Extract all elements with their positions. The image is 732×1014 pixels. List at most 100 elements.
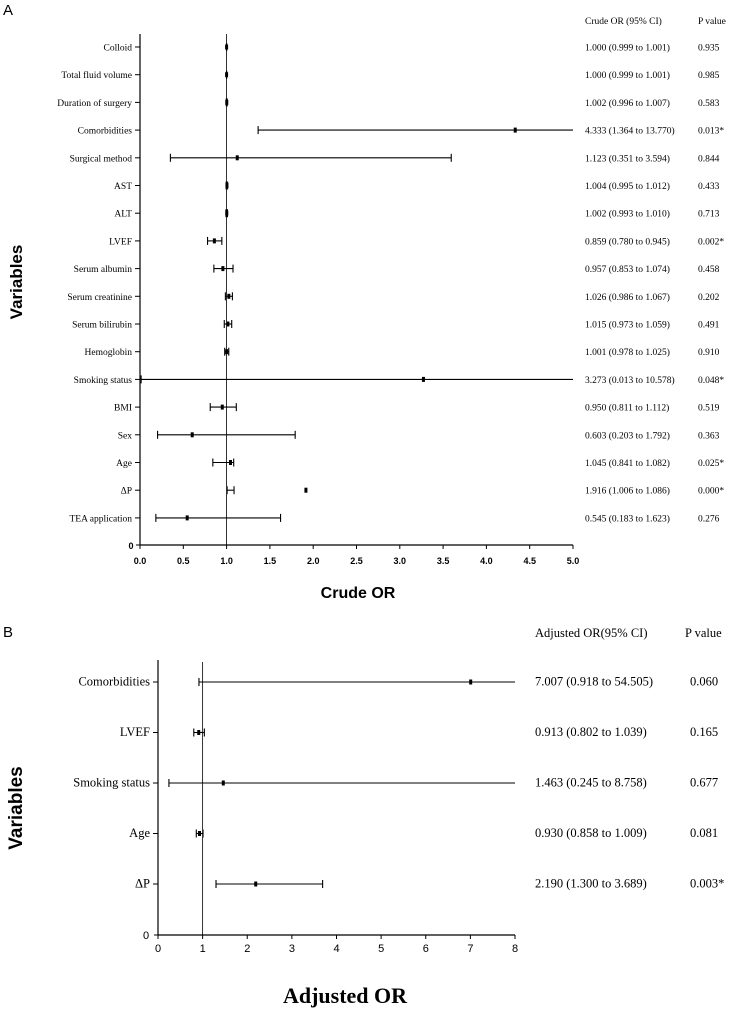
p-value: 0.081 (690, 826, 718, 840)
x-tick-label: 1.5 (264, 556, 277, 566)
panel-b-ylabel: Variables (6, 766, 27, 849)
row-label: Serum bilirubin (72, 321, 132, 331)
row-label: Comorbidities (78, 127, 133, 137)
p-value: 0.985 (698, 71, 720, 81)
p-value: 0.363 (698, 431, 720, 441)
or-point (225, 349, 229, 355)
x-tick-label: 4.5 (523, 556, 536, 566)
row-label: Surgical method (70, 154, 133, 164)
or-ci-value: 0.950 (0.811 to 1.112) (585, 403, 669, 414)
row-label: TEA application (69, 514, 132, 524)
panel-b-letter: B (3, 624, 13, 641)
row-label: ΔP (121, 487, 132, 497)
x-tick-label: 1 (200, 943, 206, 955)
or-point (190, 432, 194, 438)
or-ci-value: 4.333 (1.364 to 13.770) (585, 126, 675, 137)
panel-b-y-zero: 0 (143, 930, 149, 942)
p-value: 0.844 (698, 154, 720, 164)
row-label: Colloid (103, 44, 132, 54)
or-point (228, 460, 232, 465)
p-value: 0.583 (698, 99, 720, 109)
or-ci-value: 1.000 (0.999 to 1.001) (585, 43, 670, 54)
or-point (513, 127, 517, 133)
p-value: 0.165 (690, 725, 718, 739)
panel-a-or-header: Crude OR (95% CI) (585, 16, 662, 27)
x-tick-label: 4 (333, 943, 339, 955)
or-point (304, 487, 308, 493)
x-tick-label: 3 (289, 943, 295, 955)
p-value: 0.677 (690, 776, 718, 790)
p-value: 0.491 (698, 321, 720, 331)
or-ci-value: 1.045 (0.841 to 1.082) (585, 458, 670, 469)
or-ci-value: 1.004 (0.995 to 1.012) (585, 181, 670, 192)
or-point (469, 679, 473, 685)
row-label: Hemoglobin (85, 348, 133, 358)
p-value: 0.202 (698, 293, 720, 303)
x-tick-label: 7 (467, 943, 473, 955)
or-point (212, 238, 216, 244)
panel-b-p-header: P value (685, 626, 722, 640)
or-point (421, 376, 425, 382)
x-tick-label: 2.5 (350, 556, 363, 566)
or-ci-value: 1.026 (0.986 to 1.067) (585, 292, 670, 303)
x-tick-label: 2.0 (307, 556, 320, 566)
or-ci-value: 1.000 (0.999 to 1.001) (585, 70, 670, 81)
row-label: Age (116, 459, 132, 469)
panel-a-ylabel: Variables (7, 245, 26, 320)
p-value: 0.000* (698, 487, 724, 497)
x-tick-label: 0.5 (177, 556, 190, 566)
or-ci-value: 1.002 (0.996 to 1.007) (585, 98, 670, 109)
p-value: 0.713 (698, 210, 720, 220)
or-ci-value: 1.916 (1.006 to 1.086) (585, 486, 670, 497)
row-label: Sex (118, 431, 133, 441)
or-ci-value: 0.603 (0.203 to 1.792) (585, 430, 670, 441)
x-tick-label: 6 (423, 943, 429, 955)
row-label: Age (129, 826, 150, 840)
row-label: Duration of surgery (57, 98, 132, 109)
x-tick-label: 3.0 (394, 556, 407, 566)
row-label: BMI (114, 404, 132, 414)
or-point (226, 321, 230, 327)
or-point (221, 266, 225, 272)
or-point (235, 155, 239, 161)
panel-b-or-header: Adjusted OR(95% CI) (535, 626, 648, 640)
panel-b-xlabel: Adjusted OR (283, 983, 408, 1008)
row-label: Serum albumin (74, 265, 133, 275)
p-value: 0.458 (698, 265, 720, 275)
x-tick-label: 0 (155, 943, 161, 955)
or-point (225, 183, 229, 188)
p-value: 0.013* (698, 127, 724, 137)
p-value: 0.048* (698, 376, 724, 386)
panel-a-plot: 0.0 0.5 1.0 1.5 2.0 2.5 3.0 3.5 4.0 4.5 5.0 Colloid… (57, 34, 724, 566)
x-tick-label: 5 (378, 943, 384, 955)
or-point (220, 404, 224, 410)
or-ci-value: 0.859 (0.780 to 0.945) (585, 236, 670, 247)
row-label: Total fluid volume (61, 70, 132, 81)
panel-a-y-zero: 0 (128, 541, 133, 551)
p-value: 0.002* (698, 237, 724, 247)
or-ci-value: 2.190 (1.300 to 3.689) (535, 877, 647, 891)
or-ci-value: 1.123 (0.351 to 3.594) (585, 153, 670, 164)
x-tick-label: 0.0 (134, 556, 147, 566)
x-tick-label: 4.0 (480, 556, 493, 566)
or-point (225, 210, 229, 216)
or-ci-value: 7.007 (0.918 to 54.505) (535, 675, 653, 689)
or-ci-value: 1.001 (0.978 to 1.025) (585, 347, 670, 358)
row-label: Smoking status (73, 776, 150, 790)
or-point (221, 780, 225, 786)
or-ci-value: 0.913 (0.802 to 1.039) (535, 725, 647, 739)
or-ci-value: 1.015 (0.973 to 1.059) (585, 320, 670, 331)
p-value: 0.003* (690, 877, 724, 891)
panel-a-p-header: P value (698, 17, 726, 27)
or-point (197, 730, 201, 735)
p-value: 0.519 (698, 404, 720, 414)
or-ci-value: 0.545 (0.183 to 1.623) (585, 513, 670, 524)
row-label: Serum creatinine (67, 293, 132, 303)
p-value: 0.935 (698, 44, 720, 54)
p-value: 0.025* (698, 459, 724, 469)
row-label: ALT (114, 210, 132, 220)
row-label: LVEF (120, 725, 150, 739)
row-label: LVEF (109, 237, 132, 247)
panel-a-letter: A (3, 2, 13, 19)
